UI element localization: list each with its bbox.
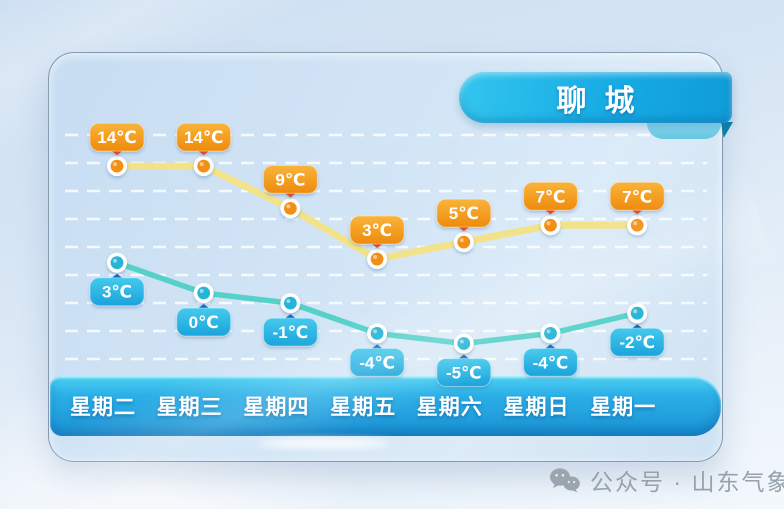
high-temp-label: 14℃ xyxy=(89,122,145,156)
low-temp-label: 0℃ xyxy=(176,304,232,337)
svg-text:14℃: 14℃ xyxy=(97,128,137,147)
watermark-text: 公众号 · 山东气象 xyxy=(590,469,784,495)
glass-highlight xyxy=(259,439,389,448)
svg-text:3℃: 3℃ xyxy=(102,283,132,302)
high-marker xyxy=(107,156,127,177)
high-marker xyxy=(280,198,301,219)
day-label: 星期一 xyxy=(590,396,657,419)
low-temp-label: -1℃ xyxy=(262,314,318,347)
low-temp-label: -2℃ xyxy=(609,324,665,357)
high-marker xyxy=(627,215,648,236)
title-banner: 聊城 xyxy=(459,72,732,123)
svg-text:7℃: 7℃ xyxy=(622,187,652,206)
day-label: 星期日 xyxy=(503,396,570,419)
low-temp-label: -4℃ xyxy=(349,344,405,377)
high-temp-line xyxy=(113,162,641,263)
high-temp-label: 7℃ xyxy=(609,181,665,215)
watermark: 公众号 · 山东气象 xyxy=(549,463,784,497)
svg-text:-4℃: -4℃ xyxy=(359,353,395,372)
svg-text:9℃: 9℃ xyxy=(275,170,305,189)
weather-panel: 星期二 星期三 星期四 星期五 星期六 星期日 星期一 14℃ 14℃ 9℃ 3℃ 5℃ 7℃ 7℃ 3℃… xyxy=(0,52,779,509)
ribbon-shadow xyxy=(647,121,721,139)
day-label: 星期三 xyxy=(156,396,223,419)
low-marker xyxy=(627,303,648,324)
glass-sheen xyxy=(0,165,779,509)
svg-text:7℃: 7℃ xyxy=(535,187,565,206)
high-marker xyxy=(453,232,474,253)
high-temp-label: 14℃ xyxy=(176,122,232,156)
svg-text:-4℃: -4℃ xyxy=(533,353,569,372)
low-temp-label: -4℃ xyxy=(522,344,579,377)
svg-text:0℃: 0℃ xyxy=(189,313,219,332)
low-marker xyxy=(453,333,474,354)
high-temp-label: 5℃ xyxy=(436,198,492,232)
high-marker xyxy=(193,156,214,177)
day-label: 星期六 xyxy=(416,396,483,419)
high-temp-label: 9℃ xyxy=(262,164,318,198)
wechat-icon xyxy=(550,467,580,492)
low-marker xyxy=(280,293,301,314)
day-label: 星期五 xyxy=(330,396,397,419)
svg-text:-2℃: -2℃ xyxy=(619,333,655,352)
svg-text:-1℃: -1℃ xyxy=(273,323,309,342)
high-marker xyxy=(540,215,561,236)
high-temp-label: 3℃ xyxy=(349,215,405,249)
high-temp-label: 7℃ xyxy=(522,181,579,215)
svg-text:5℃: 5℃ xyxy=(449,204,479,223)
day-label: 星期二 xyxy=(70,396,136,419)
low-marker xyxy=(540,323,561,344)
weekday-bar: 星期二 星期三 星期四 星期五 星期六 星期日 星期一 xyxy=(50,376,721,436)
day-label: 星期四 xyxy=(243,396,310,419)
low-temp-label: 3℃ xyxy=(89,273,145,307)
low-marker xyxy=(107,252,127,273)
svg-text:14℃: 14℃ xyxy=(184,128,224,147)
low-marker xyxy=(193,283,214,303)
low-temp-line xyxy=(114,259,640,347)
svg-text:3℃: 3℃ xyxy=(362,221,392,240)
ribbon-fold xyxy=(721,122,733,138)
high-marker xyxy=(367,249,388,270)
low-marker xyxy=(367,323,388,344)
city-title: 聊城 xyxy=(556,84,653,118)
